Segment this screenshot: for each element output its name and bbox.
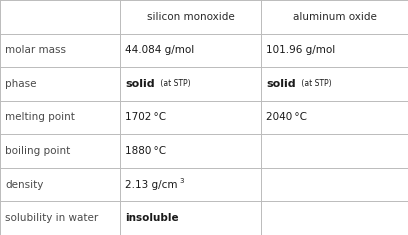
Text: 2040 °C: 2040 °C [266, 113, 307, 122]
Text: solid: solid [266, 79, 296, 89]
Text: 1880 °C: 1880 °C [125, 146, 166, 156]
Text: phase: phase [5, 79, 36, 89]
Text: density: density [5, 180, 43, 190]
Text: boiling point: boiling point [5, 146, 70, 156]
Text: aluminum oxide: aluminum oxide [293, 12, 377, 22]
Text: solubility in water: solubility in water [5, 213, 98, 223]
Text: (at STP): (at STP) [158, 79, 191, 88]
Text: insoluble: insoluble [125, 213, 179, 223]
Text: (at STP): (at STP) [299, 79, 332, 88]
Text: 44.084 g/mol: 44.084 g/mol [125, 45, 195, 55]
Text: 101.96 g/mol: 101.96 g/mol [266, 45, 335, 55]
Text: molar mass: molar mass [5, 45, 66, 55]
Text: 2.13 g/cm: 2.13 g/cm [125, 180, 178, 190]
Text: silicon monoxide: silicon monoxide [147, 12, 235, 22]
Text: melting point: melting point [5, 113, 75, 122]
Text: 3: 3 [179, 178, 184, 184]
Text: solid: solid [125, 79, 155, 89]
Text: 1702 °C: 1702 °C [125, 113, 166, 122]
